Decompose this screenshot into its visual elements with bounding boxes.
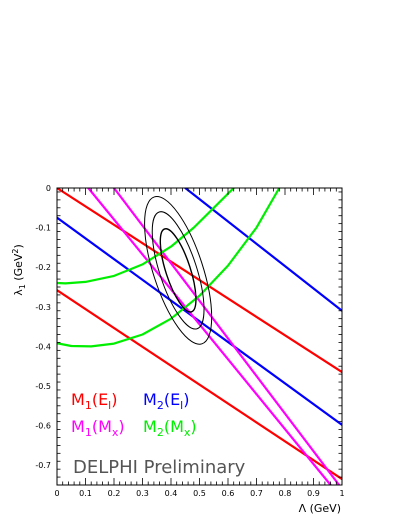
curve-m1-mx-5	[112, 188, 341, 485]
contour-1	[159, 228, 197, 313]
x-tick-label: 0.1	[79, 489, 92, 498]
curve-m1-mx-4	[87, 188, 332, 485]
legend: M1(El) M2(El) M1(Mx) M2(Mx)	[71, 390, 197, 439]
x-tick-label: 0.6	[222, 489, 235, 498]
y-tick-label: -0.2	[35, 263, 51, 272]
x-tick-label: 0.4	[165, 489, 178, 498]
x-tick-label: 0	[54, 489, 59, 498]
curve-m1-el-1	[57, 289, 342, 481]
legend-entry-m2-mx: M2(Mx)	[143, 417, 197, 439]
x-tick-label: 0.7	[250, 489, 263, 498]
y-tick-label: -0.4	[35, 342, 51, 351]
y-tick-label: -0.6	[35, 422, 51, 431]
y-tick-label: -0.3	[35, 303, 51, 312]
legend-entry-m1-mx: M1(Mx)	[71, 417, 125, 439]
delphi-preliminary-label: DELPHI Preliminary	[73, 457, 246, 478]
x-tick-label: 0.2	[108, 489, 121, 498]
curve-m2-el-2	[57, 216, 342, 426]
y-tick-label: -0.7	[35, 461, 51, 470]
y-tick-label: -0.5	[35, 382, 51, 391]
curve-m2-mx-6	[57, 188, 235, 285]
plot-frame	[56, 187, 343, 486]
confidence-contours	[144, 196, 213, 345]
x-tick-label: 0.8	[279, 489, 292, 498]
plot-area	[57, 188, 342, 485]
legend-entry-m2-el: M2(El)	[143, 390, 189, 412]
contour-2	[151, 211, 205, 330]
x-tick-label: 0.3	[136, 489, 149, 498]
x-tick-label: 0.5	[193, 489, 206, 498]
y-axis-label: λ1 (GeV2)	[11, 244, 27, 296]
curve-m2-mx-7	[57, 188, 281, 348]
contour-3	[144, 196, 213, 345]
x-tick-label: 0.9	[307, 489, 320, 498]
x-axis-label: Λ (GeV)	[299, 502, 341, 515]
legend-entry-m1-el: M1(El)	[71, 390, 117, 412]
axis-ticks: 0 0.1 0.2 0.3 0.4 0.5 0.6 0.7 0.8 0.9 1 0 -0.1 -0.2 -0…	[35, 184, 344, 498]
y-tick-label: -0.1	[35, 224, 51, 233]
curve-m2-el-3	[184, 188, 342, 312]
y-tick-label: 0	[46, 184, 51, 193]
x-tick-label: 1	[339, 489, 344, 498]
curve-m1-el-0	[57, 188, 342, 374]
